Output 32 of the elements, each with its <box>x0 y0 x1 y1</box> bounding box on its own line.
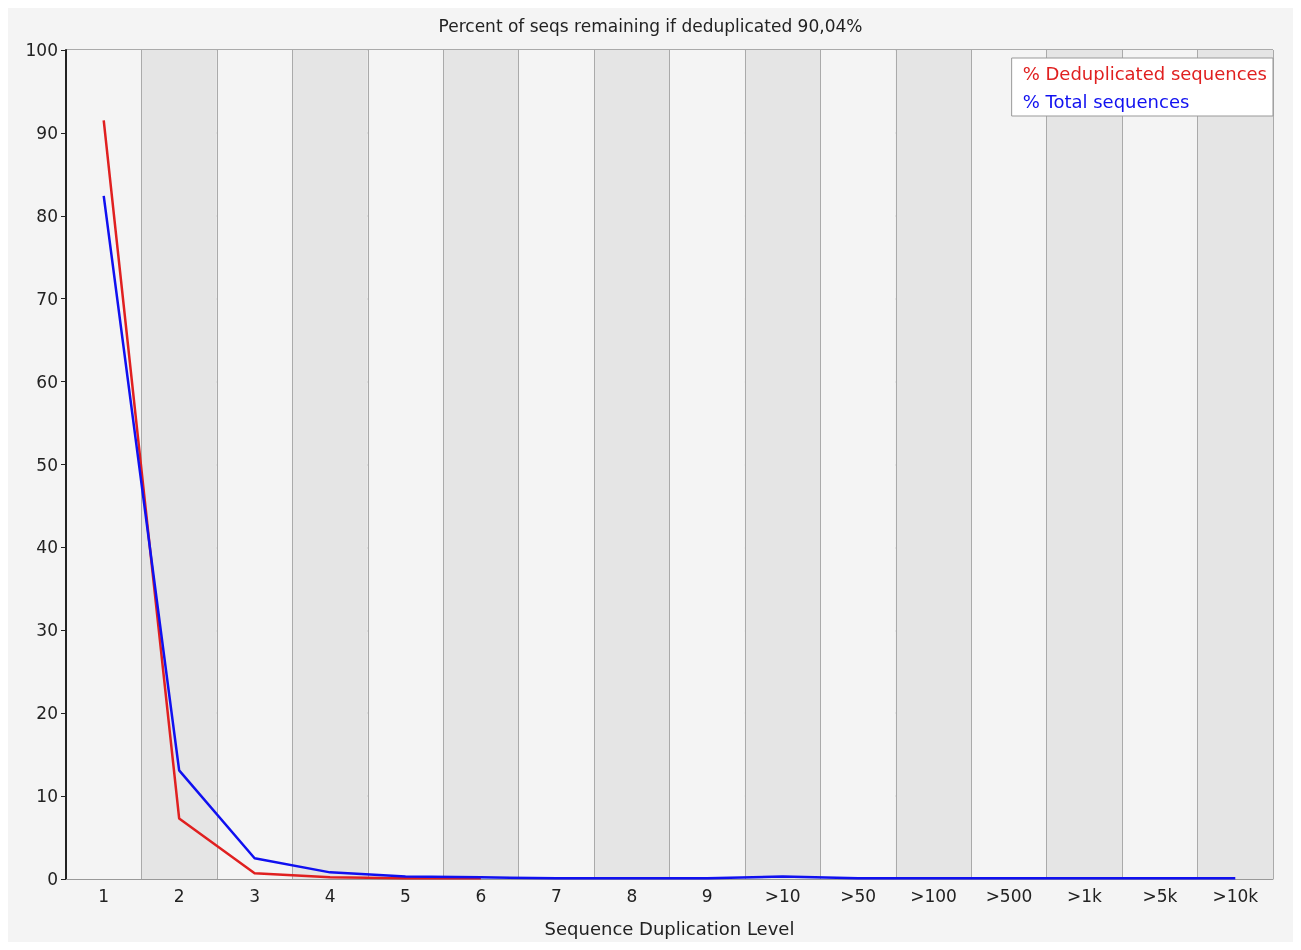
x-tick-label: 2 <box>173 885 185 906</box>
x-tick-label: 5 <box>400 885 411 906</box>
x-tick-label: 1 <box>98 885 110 906</box>
y-tick-label: 50 <box>36 454 58 475</box>
y-tick-label: 30 <box>36 620 58 641</box>
y-tick-label: 10 <box>36 786 58 807</box>
x-tick-label: >5k <box>1142 885 1178 906</box>
x-tick-label: 9 <box>701 885 713 906</box>
y-tick-label: 100 <box>25 40 58 60</box>
chart-title: Percent of seqs remaining if deduplicated 90,04% <box>438 15 863 36</box>
y-tick-label: 0 <box>47 869 58 889</box>
y-tick-label: 80 <box>36 205 58 226</box>
x-tick-label: 7 <box>550 885 562 906</box>
y-tick-label: 40 <box>36 537 58 558</box>
y-tick-label: 90 <box>36 122 58 143</box>
x-tick-label: >10 <box>764 885 801 906</box>
text: % Total sequences <box>1022 90 1190 112</box>
x-tick-label: 6 <box>475 885 487 906</box>
y-tick-label: 60 <box>36 371 58 392</box>
x-tick-label: 8 <box>626 885 638 906</box>
x-tick-label: >10k <box>1212 885 1259 906</box>
x-tick-label: >1k <box>1066 885 1103 906</box>
x-axis-title: Sequence Duplication Level <box>544 917 795 939</box>
y-tick-label: 70 <box>36 288 58 309</box>
line-series <box>102 194 1237 880</box>
x-tick-label: 4 <box>324 885 336 906</box>
x-tick-label: >500 <box>985 885 1033 906</box>
x-tick-label: >50 <box>840 885 877 906</box>
y-tick-label: 20 <box>36 703 58 724</box>
x-tick-label: >100 <box>910 885 957 906</box>
x-tick-label: 3 <box>249 885 261 906</box>
text: % Deduplicated sequences <box>1022 62 1268 84</box>
